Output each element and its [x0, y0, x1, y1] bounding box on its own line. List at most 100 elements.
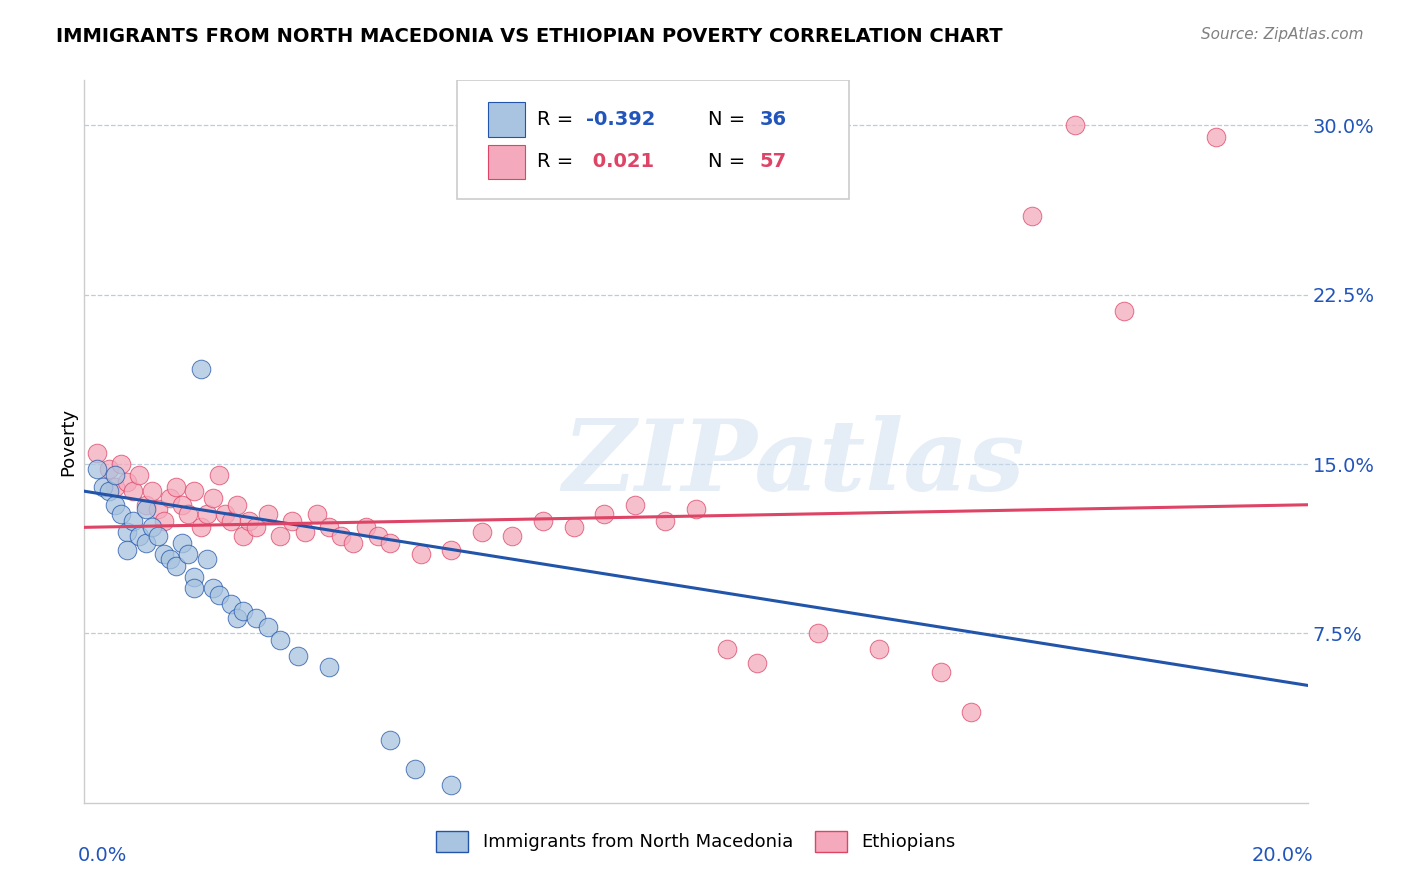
Point	[177, 548, 200, 562]
Point	[747, 656, 769, 670]
Point	[201, 582, 224, 596]
Point	[165, 480, 187, 494]
Point	[97, 484, 120, 499]
Point	[380, 732, 402, 747]
Point	[226, 610, 249, 624]
Point	[245, 610, 267, 624]
Point	[183, 484, 205, 499]
Point	[135, 502, 157, 516]
Point	[201, 491, 224, 505]
Point	[115, 475, 138, 490]
Text: 36: 36	[759, 110, 787, 128]
Point	[135, 536, 157, 550]
Text: R =: R =	[537, 153, 579, 171]
Point	[1064, 119, 1087, 133]
Point	[208, 588, 231, 602]
Point	[342, 536, 364, 550]
Y-axis label: Poverty: Poverty	[59, 408, 77, 475]
Point	[110, 457, 132, 471]
Text: 0.021: 0.021	[586, 153, 654, 171]
Point	[86, 461, 108, 475]
Point	[380, 536, 402, 550]
Point	[165, 558, 187, 573]
Point	[183, 570, 205, 584]
Point	[318, 520, 340, 534]
Point	[115, 542, 138, 557]
Point	[287, 648, 309, 663]
Point	[97, 461, 120, 475]
Point	[128, 529, 150, 543]
Point	[269, 633, 291, 648]
Point	[562, 520, 585, 534]
Point	[219, 597, 242, 611]
Point	[159, 491, 181, 505]
Point	[91, 480, 114, 494]
Point	[245, 520, 267, 534]
Point	[409, 548, 432, 562]
Point	[183, 582, 205, 596]
Point	[593, 507, 616, 521]
Point	[219, 514, 242, 528]
Point	[86, 446, 108, 460]
Point	[122, 484, 145, 499]
Point	[153, 514, 176, 528]
Point	[115, 524, 138, 539]
Point	[141, 484, 163, 499]
Text: N =: N =	[709, 110, 752, 128]
Point	[354, 520, 377, 534]
Point	[807, 626, 830, 640]
Point	[104, 468, 127, 483]
Point	[257, 620, 280, 634]
Point	[135, 498, 157, 512]
Text: Source: ZipAtlas.com: Source: ZipAtlas.com	[1201, 27, 1364, 42]
Point	[195, 507, 218, 521]
Point	[226, 498, 249, 512]
Point	[238, 514, 260, 528]
Point	[172, 536, 194, 550]
Point	[654, 514, 676, 528]
Point	[153, 548, 176, 562]
Text: N =: N =	[709, 153, 752, 171]
Point	[471, 524, 494, 539]
Point	[110, 507, 132, 521]
Text: -0.392: -0.392	[586, 110, 655, 128]
Point	[190, 520, 212, 534]
Point	[960, 706, 983, 720]
Point	[685, 502, 707, 516]
Point	[294, 524, 316, 539]
Point	[440, 542, 463, 557]
Point	[104, 498, 127, 512]
Point	[141, 520, 163, 534]
Point	[232, 529, 254, 543]
FancyBboxPatch shape	[488, 145, 524, 179]
Point	[128, 468, 150, 483]
Point	[1021, 209, 1043, 223]
FancyBboxPatch shape	[488, 102, 524, 136]
Point	[367, 529, 389, 543]
Point	[318, 660, 340, 674]
Point	[929, 665, 952, 679]
Text: R =: R =	[537, 110, 579, 128]
Point	[195, 552, 218, 566]
Point	[440, 778, 463, 792]
Point	[146, 529, 169, 543]
Text: ZIPatlas: ZIPatlas	[562, 415, 1025, 511]
Point	[305, 507, 328, 521]
Point	[172, 498, 194, 512]
Point	[330, 529, 353, 543]
Point	[257, 507, 280, 521]
FancyBboxPatch shape	[457, 80, 849, 200]
Legend: Immigrants from North Macedonia, Ethiopians: Immigrants from North Macedonia, Ethiopi…	[429, 823, 963, 859]
Point	[1114, 303, 1136, 318]
Point	[122, 514, 145, 528]
Point	[502, 529, 524, 543]
Point	[716, 642, 738, 657]
Point	[177, 507, 200, 521]
Point	[190, 362, 212, 376]
Point	[869, 642, 891, 657]
Text: 57: 57	[759, 153, 787, 171]
Text: 20.0%: 20.0%	[1251, 847, 1313, 865]
Point	[1205, 129, 1227, 144]
Point	[104, 480, 127, 494]
Text: 0.0%: 0.0%	[79, 847, 128, 865]
